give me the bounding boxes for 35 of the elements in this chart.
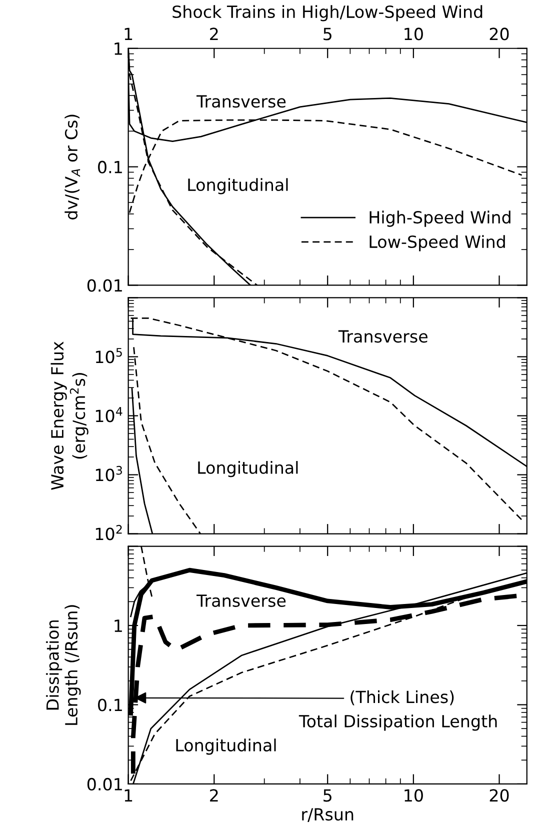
y-tick-label: 1 — [114, 42, 122, 55]
y-tick-label: 10$^{4}$ — [96, 407, 122, 422]
legend-label: High-Speed Wind — [370, 210, 510, 227]
annotation: Longitudinal — [176, 738, 276, 755]
y-tick-label: 10$^{3}$ — [96, 466, 122, 482]
x-tick-label: 10 — [404, 789, 423, 802]
x-tick-label: 1 — [124, 28, 132, 40]
y-tick-label: 0.01 — [87, 778, 122, 791]
x-tick-label: 10 — [404, 28, 423, 40]
y-axis-title: Wave Energy Flux (erg/cm$^{2}$s) — [50, 342, 88, 490]
annotation: Transverse — [338, 330, 428, 343]
annotation: Transverse — [196, 95, 286, 108]
annotation: Longitudinal — [198, 461, 298, 478]
x-tick-label: 2 — [210, 28, 218, 40]
y-tick-label: 0.1 — [98, 160, 122, 174]
annotation: Transverse — [196, 594, 286, 607]
y-tick-label: 10$^{5}$ — [96, 348, 122, 364]
y-tick-label: 1 — [114, 620, 122, 632]
y-tick-label: 10$^{2}$ — [96, 524, 122, 540]
x-axis-title: r/Rsun — [302, 808, 354, 822]
legend-label: Low-Speed Wind — [370, 235, 505, 252]
annotation: Total Dissipation Length — [298, 714, 497, 731]
x-tick-label: 5 — [324, 28, 332, 40]
x-tick-label: 2 — [210, 789, 218, 802]
x-tick-label: 20 — [490, 789, 509, 802]
annotation: Longitudinal — [188, 178, 288, 194]
y-tick-label: 0.01 — [87, 279, 122, 292]
annotation: (Thick Lines) — [350, 690, 454, 706]
x-tick-label: 20 — [490, 28, 509, 40]
y-axis-title: Dissipation Length (/Rsun) — [46, 605, 81, 725]
y-axis-title: dv/(V$_{A}$ or Cs) — [64, 114, 80, 220]
x-tick-label: 5 — [324, 789, 332, 802]
y-tick-label: 0.1 — [98, 698, 122, 712]
x-tick-label: 1 — [124, 789, 132, 802]
chart-title: Shock Trains in High/Low-Speed Wind — [172, 5, 482, 22]
